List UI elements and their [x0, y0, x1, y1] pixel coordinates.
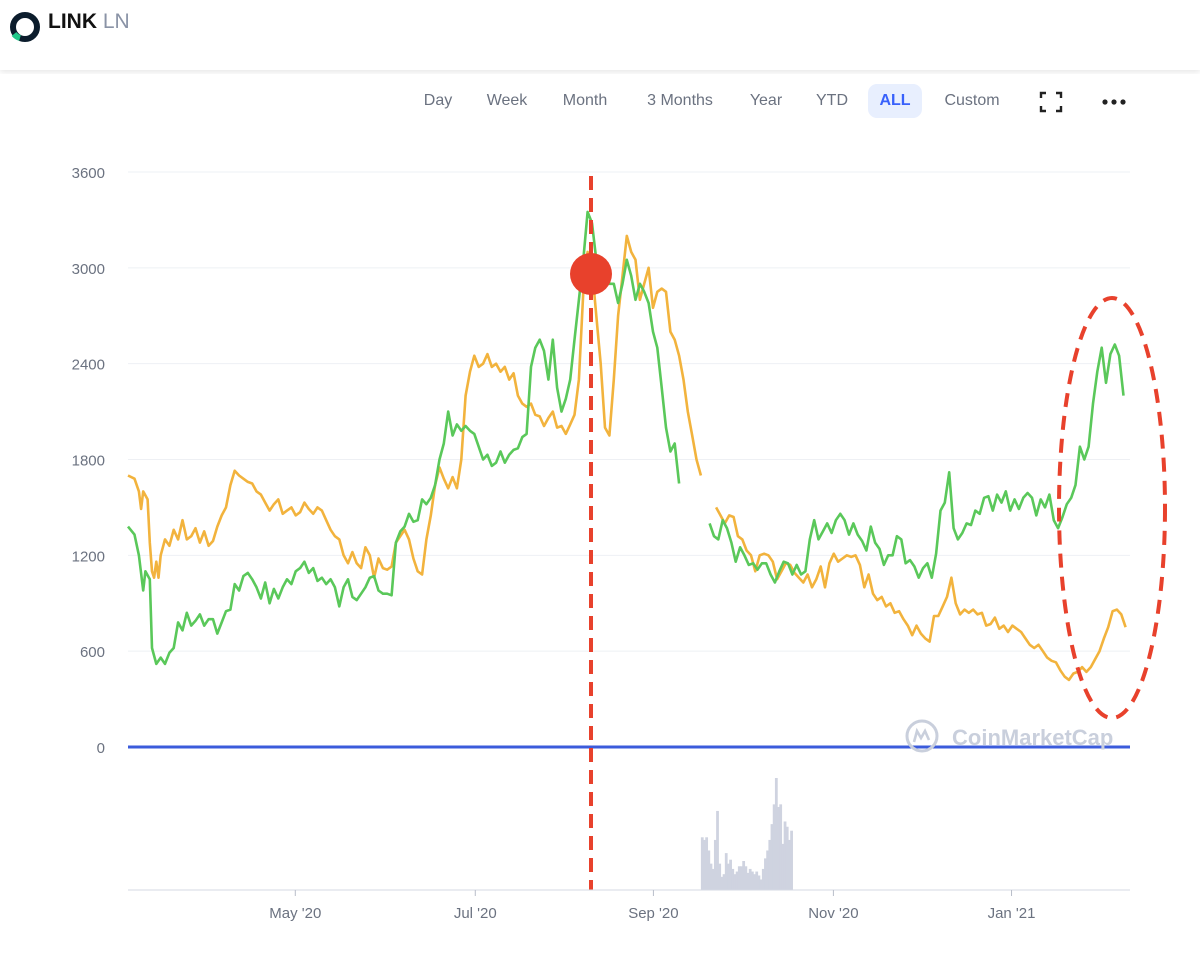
chart-axes: 0 600 1200 1800 2400 3000 3600 May '20 Jul '20 Se… [72, 165, 1130, 922]
app-header: LINK LN [0, 0, 1200, 70]
volume-bar [737, 866, 741, 890]
asset-symbol: LINK [48, 10, 97, 33]
y-tick-label: 3600 [72, 165, 105, 182]
annotation-dashed-ellipse [1057, 296, 1167, 720]
annotations [570, 176, 1167, 890]
y-tick-label: 2400 [72, 357, 105, 374]
volume-bar [757, 875, 761, 890]
volume-bar [711, 868, 715, 890]
y-tick-label: 0 [97, 740, 105, 757]
volume-bar [783, 821, 787, 890]
volume-bar [753, 874, 756, 890]
volume-bar [731, 868, 735, 890]
tab-custom[interactable]: Custom [944, 92, 1000, 109]
volume-bar [785, 826, 789, 890]
volume-bar [718, 863, 722, 890]
tab-day[interactable]: Day [423, 92, 453, 109]
volume-bar [722, 874, 726, 890]
watermark: CoinMarketCap [905, 719, 1113, 753]
volume-bar [709, 863, 713, 890]
volume-bar [703, 839, 706, 890]
volume-bar [774, 778, 778, 890]
volume-bar [735, 871, 739, 890]
asset-title: LINK LN [48, 10, 130, 34]
x-tick-label: Jul '20 [454, 905, 497, 922]
more-options-icon[interactable] [1100, 92, 1130, 112]
volume-bar [750, 871, 754, 890]
volume-bar [727, 863, 730, 890]
asset-exchange: LN [102, 10, 130, 33]
chart-panel [0, 74, 1200, 955]
volume-bar [790, 830, 793, 890]
volume-bar [724, 853, 728, 890]
volume-bar [740, 866, 743, 890]
volume-bar [761, 868, 765, 890]
volume-bar [772, 804, 776, 890]
x-tick-label: May '20 [269, 905, 321, 922]
volume-bar [746, 872, 750, 890]
volume-bar [764, 858, 767, 890]
volume-bar [720, 876, 724, 890]
volume-bar [705, 837, 709, 890]
volume-bar [742, 861, 746, 890]
time-range-tabs: Day Week Month 3 Months Year YTD ALL Cus… [0, 84, 1200, 122]
volume-bar [759, 879, 763, 890]
tab-month[interactable]: Month [562, 92, 608, 109]
volume-bar [716, 810, 719, 890]
watermark-text: CoinMarketCap [952, 725, 1113, 750]
volume-bar [766, 850, 770, 890]
series-lines [126, 210, 1130, 749]
volume-bar [779, 804, 783, 890]
tab-week[interactable]: Week [486, 92, 528, 109]
volume-bar [770, 824, 774, 890]
tab-3-months[interactable]: 3 Months [647, 92, 713, 109]
volume-bar [748, 868, 752, 890]
volume-bar [729, 859, 732, 890]
tab-ytd[interactable]: YTD [816, 92, 848, 109]
annotation-marker-dot [570, 253, 612, 295]
tab-all[interactable]: ALL [868, 84, 922, 118]
series-line [714, 506, 1127, 682]
link-ring-logo-icon [10, 12, 40, 42]
coinmarketcap-logo-icon [905, 719, 939, 753]
x-tick-label: Sep '20 [628, 905, 678, 922]
volume-bar [700, 837, 704, 890]
y-tick-label: 1200 [72, 548, 105, 565]
series-line [127, 234, 703, 579]
volume-bar [788, 839, 791, 890]
volume-bar [781, 843, 785, 890]
volume-bar [777, 806, 780, 890]
volume-bars [700, 778, 793, 890]
tab-year[interactable]: Year [749, 92, 783, 109]
x-tick-label: Jan '21 [988, 905, 1036, 922]
volume-bar [733, 874, 737, 890]
volume-bar [707, 850, 711, 890]
fullscreen-icon[interactable] [1038, 90, 1064, 114]
y-tick-label: 1800 [72, 453, 105, 470]
y-tick-label: 3000 [72, 261, 105, 278]
x-tick-label: Nov '20 [808, 905, 858, 922]
volume-bar [744, 866, 748, 890]
volume-bar [713, 839, 717, 890]
y-tick-label: 600 [80, 644, 105, 661]
series-line [708, 343, 1125, 584]
series-line [126, 210, 681, 666]
volume-bar [755, 871, 759, 890]
volume-bar [768, 839, 772, 890]
